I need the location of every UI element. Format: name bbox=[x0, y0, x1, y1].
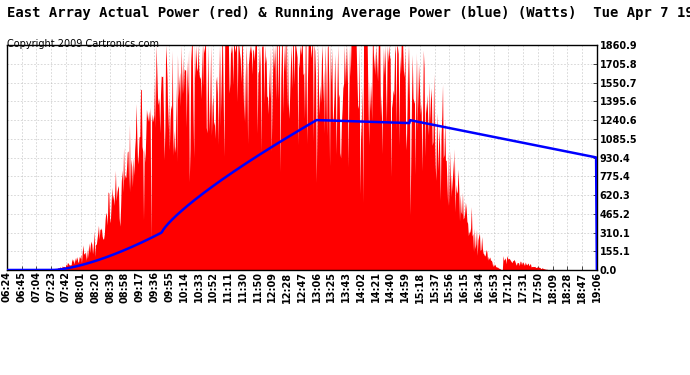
Text: East Array Actual Power (red) & Running Average Power (blue) (Watts)  Tue Apr 7 : East Array Actual Power (red) & Running … bbox=[7, 6, 690, 20]
Text: Copyright 2009 Cartronics.com: Copyright 2009 Cartronics.com bbox=[7, 39, 159, 50]
